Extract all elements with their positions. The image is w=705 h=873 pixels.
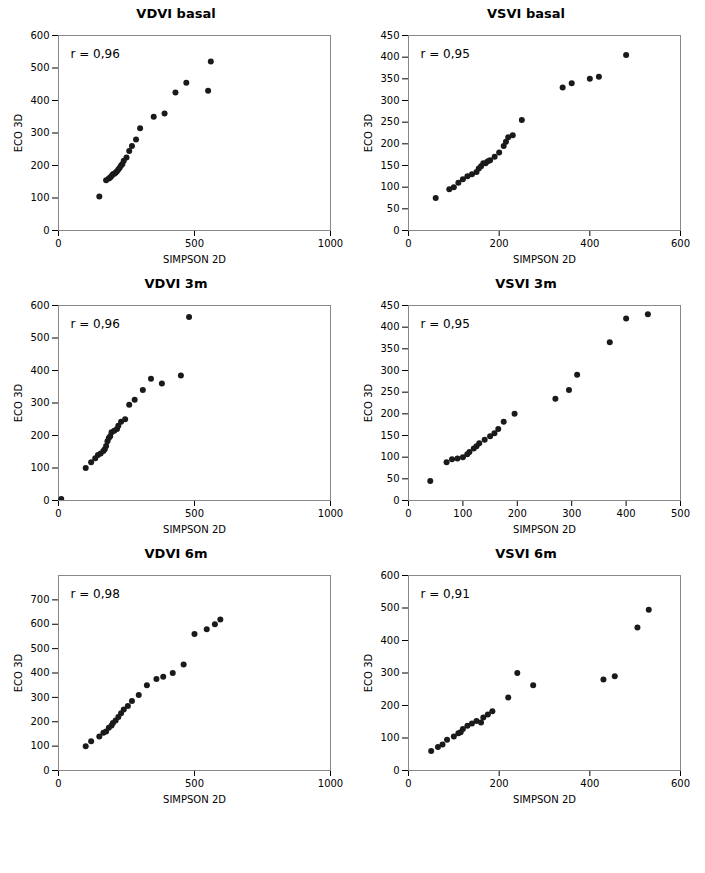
svg-text:100: 100 xyxy=(30,462,49,473)
html-text:VDVI basal: VDVI basal xyxy=(136,6,216,21)
svg-text:500: 500 xyxy=(671,508,690,519)
html-text:VDVI 6m: VDVI 6m xyxy=(144,546,208,561)
svg-text:0: 0 xyxy=(43,765,49,776)
svg-text:450: 450 xyxy=(380,300,399,311)
svg-text:0: 0 xyxy=(405,238,411,249)
svg-text:SIMPSON 2D: SIMPSON 2D xyxy=(513,254,576,265)
svg-text:200: 200 xyxy=(490,238,509,249)
svg-text:250: 250 xyxy=(380,386,399,397)
svg-text:200: 200 xyxy=(380,408,399,419)
svg-text:600: 600 xyxy=(671,778,690,789)
svg-text:0: 0 xyxy=(405,508,411,519)
svg-text:ECO 3D: ECO 3D xyxy=(363,113,374,152)
svg-text:600: 600 xyxy=(30,300,49,311)
html-text:VSVI 6m: VSVI 6m xyxy=(495,546,557,561)
svg-text:150: 150 xyxy=(380,160,399,171)
svg-text:0: 0 xyxy=(393,225,399,236)
svg-text:ECO 3D: ECO 3D xyxy=(13,383,24,422)
svg-text:400: 400 xyxy=(380,51,399,62)
svg-text:r = 0,96: r = 0,96 xyxy=(71,47,120,61)
svg-text:400: 400 xyxy=(580,778,599,789)
svg-text:500: 500 xyxy=(380,602,399,613)
svg-text:SIMPSON 2D: SIMPSON 2D xyxy=(513,524,576,535)
svg-text:100: 100 xyxy=(30,192,49,203)
svg-text:500: 500 xyxy=(30,62,49,73)
svg-text:0: 0 xyxy=(55,778,61,789)
svg-text:1000: 1000 xyxy=(318,778,343,789)
svg-text:50: 50 xyxy=(387,203,400,214)
svg-text:100: 100 xyxy=(380,181,399,192)
svg-text:0: 0 xyxy=(393,765,399,776)
svg-text:100: 100 xyxy=(380,732,399,743)
svg-text:150: 150 xyxy=(380,430,399,441)
svg-text:350: 350 xyxy=(380,73,399,84)
svg-text:SIMPSON 2D: SIMPSON 2D xyxy=(163,794,226,805)
svg-text:400: 400 xyxy=(617,508,636,519)
svg-text:600: 600 xyxy=(30,618,49,629)
svg-text:0: 0 xyxy=(43,225,49,236)
svg-text:500: 500 xyxy=(185,508,204,519)
svg-text:SIMPSON 2D: SIMPSON 2D xyxy=(513,794,576,805)
svg-text:300: 300 xyxy=(30,397,49,408)
svg-text:400: 400 xyxy=(580,238,599,249)
svg-text:r = 0,95: r = 0,95 xyxy=(421,47,470,61)
svg-text:350: 350 xyxy=(380,343,399,354)
svg-text:200: 200 xyxy=(508,508,527,519)
svg-text:450: 450 xyxy=(380,30,399,41)
svg-text:600: 600 xyxy=(380,570,399,581)
svg-text:700: 700 xyxy=(30,594,49,605)
svg-text:250: 250 xyxy=(380,116,399,127)
svg-text:200: 200 xyxy=(490,778,509,789)
svg-text:500: 500 xyxy=(185,238,204,249)
svg-text:600: 600 xyxy=(30,30,49,41)
svg-text:300: 300 xyxy=(380,667,399,678)
svg-text:ECO 3D: ECO 3D xyxy=(13,113,24,152)
svg-text:600: 600 xyxy=(671,238,690,249)
svg-text:r = 0,98: r = 0,98 xyxy=(71,587,120,601)
svg-text:0: 0 xyxy=(405,778,411,789)
svg-text:500: 500 xyxy=(30,332,49,343)
svg-text:400: 400 xyxy=(380,321,399,332)
svg-text:SIMPSON 2D: SIMPSON 2D xyxy=(163,254,226,265)
svg-text:100: 100 xyxy=(30,740,49,751)
svg-text:200: 200 xyxy=(380,138,399,149)
svg-text:0: 0 xyxy=(43,495,49,506)
svg-text:50: 50 xyxy=(387,473,400,484)
svg-text:400: 400 xyxy=(380,635,399,646)
svg-text:300: 300 xyxy=(30,692,49,703)
svg-text:r = 0,91: r = 0,91 xyxy=(421,587,470,601)
svg-text:200: 200 xyxy=(380,700,399,711)
svg-text:400: 400 xyxy=(30,365,49,376)
svg-text:200: 200 xyxy=(30,160,49,171)
svg-text:1000: 1000 xyxy=(318,508,343,519)
svg-text:500: 500 xyxy=(185,778,204,789)
svg-text:ECO 3D: ECO 3D xyxy=(363,383,374,422)
svg-text:0: 0 xyxy=(393,495,399,506)
svg-text:300: 300 xyxy=(380,95,399,106)
svg-text:SIMPSON 2D: SIMPSON 2D xyxy=(163,524,226,535)
svg-text:1000: 1000 xyxy=(318,238,343,249)
svg-text:ECO 3D: ECO 3D xyxy=(13,653,24,692)
svg-text:0: 0 xyxy=(55,508,61,519)
svg-text:r = 0,95: r = 0,95 xyxy=(421,317,470,331)
svg-text:400: 400 xyxy=(30,667,49,678)
svg-text:ECO 3D: ECO 3D xyxy=(363,653,374,692)
html-text:VDVI 3m: VDVI 3m xyxy=(144,276,208,291)
svg-text:100: 100 xyxy=(453,508,472,519)
svg-text:r = 0,96: r = 0,96 xyxy=(71,317,120,331)
html-text:VSVI 3m: VSVI 3m xyxy=(495,276,557,291)
svg-text:300: 300 xyxy=(562,508,581,519)
svg-text:500: 500 xyxy=(30,643,49,654)
svg-text:200: 200 xyxy=(30,716,49,727)
html-text:VSVI basal: VSVI basal xyxy=(487,6,565,21)
svg-text:300: 300 xyxy=(30,127,49,138)
svg-text:300: 300 xyxy=(380,365,399,376)
svg-text:100: 100 xyxy=(380,451,399,462)
svg-text:0: 0 xyxy=(55,238,61,249)
svg-text:400: 400 xyxy=(30,95,49,106)
svg-text:200: 200 xyxy=(30,430,49,441)
